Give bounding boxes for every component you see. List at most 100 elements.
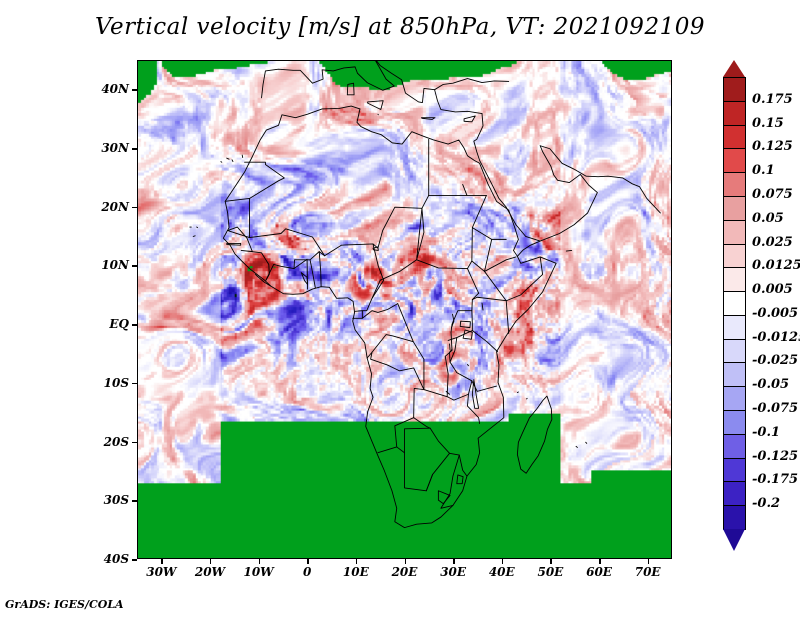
colorbar-segment xyxy=(723,481,746,507)
map-boundary-line xyxy=(505,256,544,302)
colorbar-tick-label: 0.175 xyxy=(752,91,793,107)
x-axis-tick-mark xyxy=(501,559,504,564)
map-boundary-line xyxy=(293,258,309,290)
x-axis-tick-mark xyxy=(161,559,163,564)
colorbar-tick-label: 0.1 xyxy=(752,163,775,179)
map-boundary-line xyxy=(377,195,430,249)
colorbar-segment xyxy=(723,505,746,531)
colorbar-max-arrow xyxy=(723,60,745,77)
map-boundary-line xyxy=(324,243,379,257)
map-boundary-line xyxy=(467,364,469,367)
map-boundary-line xyxy=(372,246,379,251)
map-boundary-line xyxy=(416,259,480,294)
x-axis-tick-mark xyxy=(209,559,212,564)
map-boundary-line xyxy=(449,452,468,477)
y-axis-tick-mark xyxy=(132,500,137,502)
y-axis-tick-label: 20N xyxy=(101,199,129,214)
map-boundary-line xyxy=(224,161,285,202)
y-axis-tick-label: 30N xyxy=(101,141,129,156)
map-boundary-line xyxy=(394,417,415,448)
map-boundary-line xyxy=(318,251,322,288)
colorbar-tick-label: 0.15 xyxy=(752,115,784,131)
x-axis-tick-mark xyxy=(599,559,601,564)
map-boundary-line xyxy=(413,417,450,454)
y-axis-tick-label: 10N xyxy=(101,258,129,273)
x-axis-tick-label: 40E xyxy=(488,565,515,579)
map-boundary-line xyxy=(300,272,309,285)
x-axis-tick-mark xyxy=(355,559,358,564)
colorbar-tick-label: -0.175 xyxy=(752,472,799,488)
colorbar-tick-label: -0.0125 xyxy=(752,329,800,345)
page-title: Vertical velocity [m/s] at 850hPa, VT: 2… xyxy=(95,14,705,40)
map-boundary-line xyxy=(404,427,450,492)
map-boundary-line xyxy=(437,490,451,505)
map-boundary-line xyxy=(196,226,199,229)
map-boundary-line xyxy=(456,474,464,485)
y-axis-tick-mark xyxy=(132,382,137,385)
map-boundary-line xyxy=(539,145,661,214)
x-axis-tick-mark xyxy=(307,559,309,564)
y-axis-tick-label: 20S xyxy=(103,434,129,449)
map-boundary-line xyxy=(516,395,553,474)
x-axis-tick-mark xyxy=(647,559,650,564)
colorbar-segment xyxy=(723,338,746,364)
map-boundary-line xyxy=(471,379,480,409)
map-boundary-line xyxy=(192,235,196,237)
map-boundary-line xyxy=(420,117,436,120)
colorbar-tick-label: -0.005 xyxy=(752,305,799,321)
x-axis-tick-label: 10W xyxy=(243,565,274,579)
map-boundary-line xyxy=(467,380,481,424)
x-axis-tick-label: 70E xyxy=(634,565,661,579)
x-axis-tick-mark xyxy=(404,559,406,564)
x-axis-tick-label: 20E xyxy=(391,565,418,579)
map-plot-area xyxy=(137,60,672,559)
map-boundary-line xyxy=(445,390,450,395)
map-boundary-line xyxy=(462,329,473,340)
map-boundary-line xyxy=(222,105,557,529)
colorbar-tick-label: -0.1 xyxy=(752,424,781,440)
map-boundary-line xyxy=(254,273,272,287)
y-axis-tick-mark xyxy=(132,441,137,444)
colorbar-segment xyxy=(723,362,746,388)
map-boundary-line xyxy=(413,388,469,419)
x-axis-tick-label: 60E xyxy=(586,565,612,579)
map-boundary-line xyxy=(226,243,242,246)
y-axis-tick-mark xyxy=(132,89,137,91)
map-boundary-line xyxy=(346,82,355,96)
map-boundary-line xyxy=(471,296,507,302)
map-boundary-line xyxy=(371,207,423,299)
footer-credit: GrADS: IGES/COLA xyxy=(5,598,124,611)
map-boundary-line xyxy=(354,243,385,312)
colorbar-tick-label: 0.005 xyxy=(752,282,793,298)
colorbar xyxy=(723,60,746,551)
map-boundary-line xyxy=(425,473,434,492)
colorbar-tick-label: 0.05 xyxy=(752,210,784,226)
y-axis-tick-mark xyxy=(132,206,137,209)
colorbar-segment xyxy=(723,77,746,103)
map-boundary-line xyxy=(481,302,484,311)
colorbar-segment xyxy=(723,457,746,483)
map-boundary-line xyxy=(227,226,253,253)
map-boundary-line xyxy=(434,89,483,115)
y-axis-tick-mark xyxy=(132,265,137,267)
map-boundary-line xyxy=(565,249,573,252)
map-boundary-line xyxy=(370,351,425,391)
colorbar-segment xyxy=(723,433,746,459)
map-boundary-line xyxy=(249,228,326,257)
map-boundary-line xyxy=(449,348,453,363)
y-axis-tick-label: 10S xyxy=(103,375,129,390)
map-boundary-line xyxy=(459,320,471,329)
x-axis-tick-label: 0 xyxy=(303,565,312,579)
map-boundary-line xyxy=(377,446,405,454)
map-boundary-line xyxy=(227,197,250,239)
y-axis-tick-mark xyxy=(132,324,137,326)
y-axis-tick-label: 30S xyxy=(103,493,129,508)
y-axis-tick-label: 40S xyxy=(103,552,129,566)
x-axis-tick-mark xyxy=(550,559,552,564)
map-boundary-line xyxy=(516,391,519,394)
coastline-and-borders-overlay xyxy=(189,61,661,529)
colorbar-tick-label: 0.125 xyxy=(752,139,793,155)
y-axis-tick-label: 40N xyxy=(101,82,129,97)
map-boundary-line xyxy=(575,445,578,448)
x-axis-tick-mark xyxy=(453,559,455,564)
